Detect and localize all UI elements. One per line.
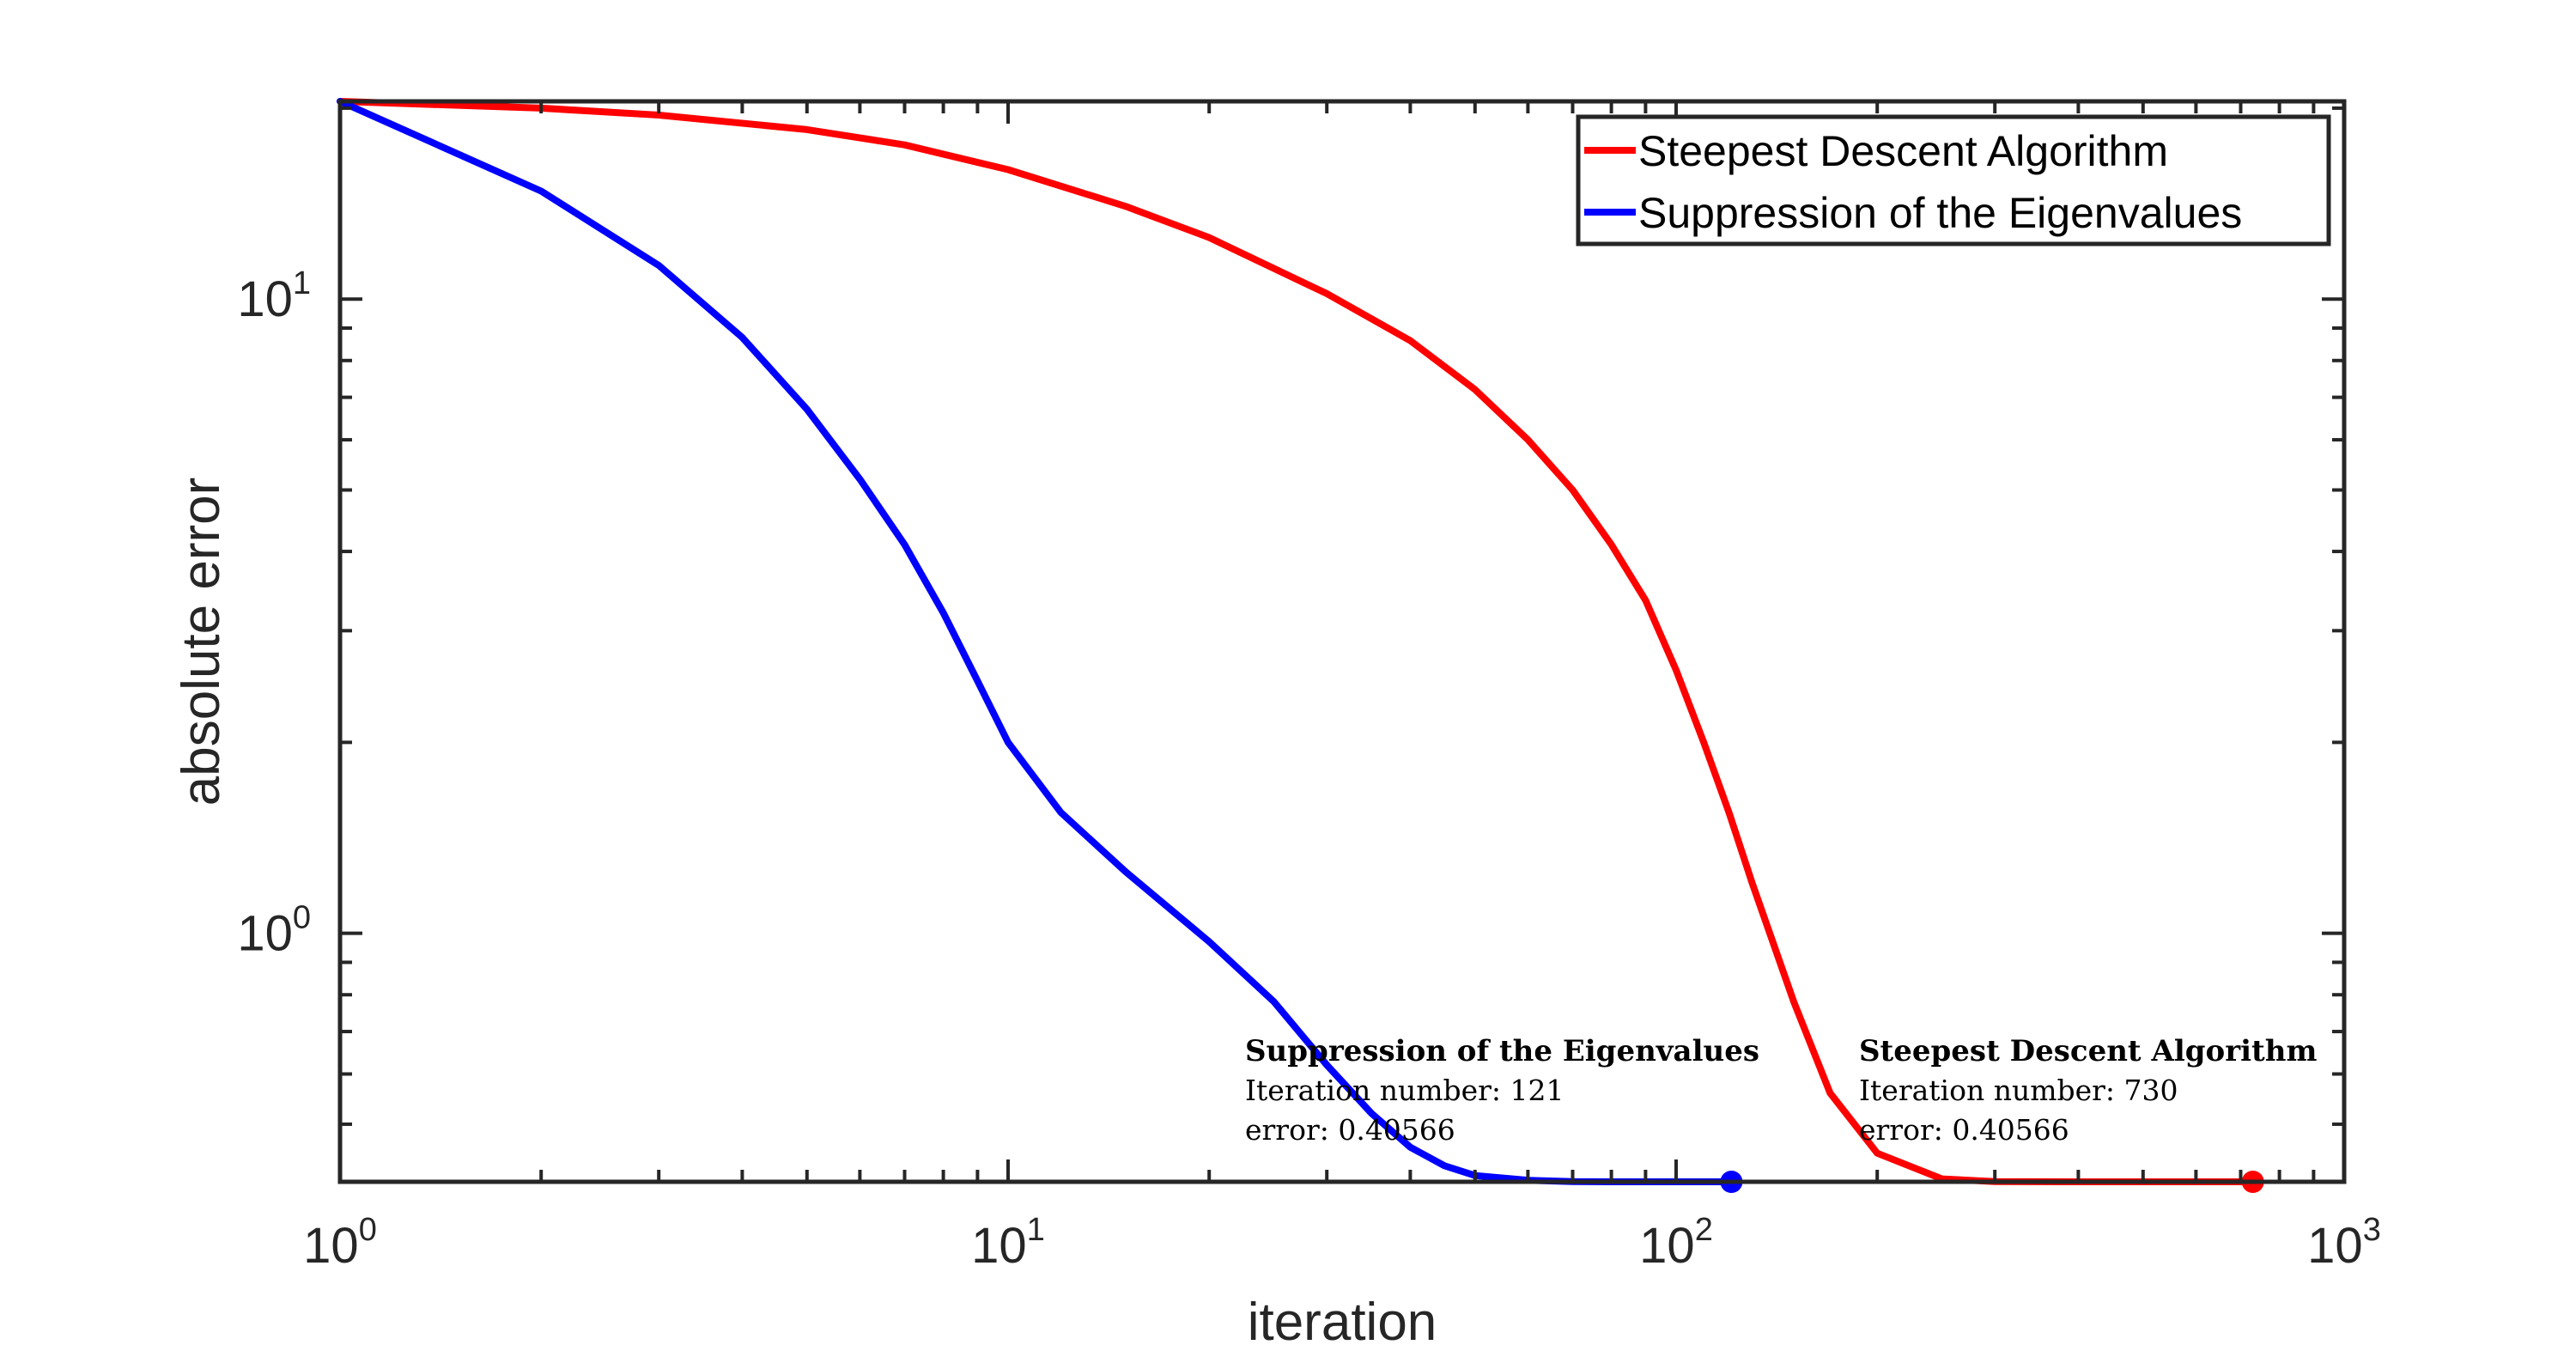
y-axis-label: absolute error	[172, 478, 231, 806]
legend-label-suppression-eigenvalues: Suppression of the Eigenvalues	[1638, 189, 2242, 237]
plot-frame	[337, 99, 2347, 1184]
x-tick-label: 101	[971, 1212, 1045, 1274]
annotation-steepest-descent: Steepest Descent Algorithm Iteration num…	[1859, 1034, 2317, 1147]
annotation-error: error: 0.40566	[1859, 1113, 2069, 1147]
series-line-1	[337, 98, 1735, 1185]
x-tick-label: 100	[303, 1212, 377, 1274]
legend-box	[1576, 114, 2331, 246]
series-layer	[337, 98, 2257, 1185]
annotation-iteration: Iteration number: 121	[1245, 1074, 1564, 1107]
annotation-title: Suppression of the Eigenvalues	[1245, 1034, 1759, 1068]
series-line-0	[337, 98, 2257, 1185]
tick-label-layer: 100 101 102 103 100 101	[237, 265, 2380, 1274]
y-tick-label: 100	[237, 900, 311, 962]
annotation-iteration: Iteration number: 730	[1859, 1074, 2178, 1107]
tick-layer	[338, 101, 2346, 1182]
x-axis-label: iteration	[1248, 1293, 1437, 1351]
x-tick-label: 102	[1639, 1212, 1713, 1274]
x-tick-label: 103	[2307, 1212, 2381, 1274]
y-tick-label: 101	[237, 265, 311, 327]
annotation-error: error: 0.40566	[1245, 1113, 1455, 1147]
annotation-title: Steepest Descent Algorithm	[1859, 1034, 2317, 1068]
legend-label-steepest-descent: Steepest Descent Algorithm	[1638, 127, 2168, 175]
legend: Steepest Descent Algorithm Suppression o…	[1576, 114, 2331, 246]
annotation-suppression-eigenvalues: Suppression of the Eigenvalues Iteration…	[1245, 1034, 1759, 1147]
